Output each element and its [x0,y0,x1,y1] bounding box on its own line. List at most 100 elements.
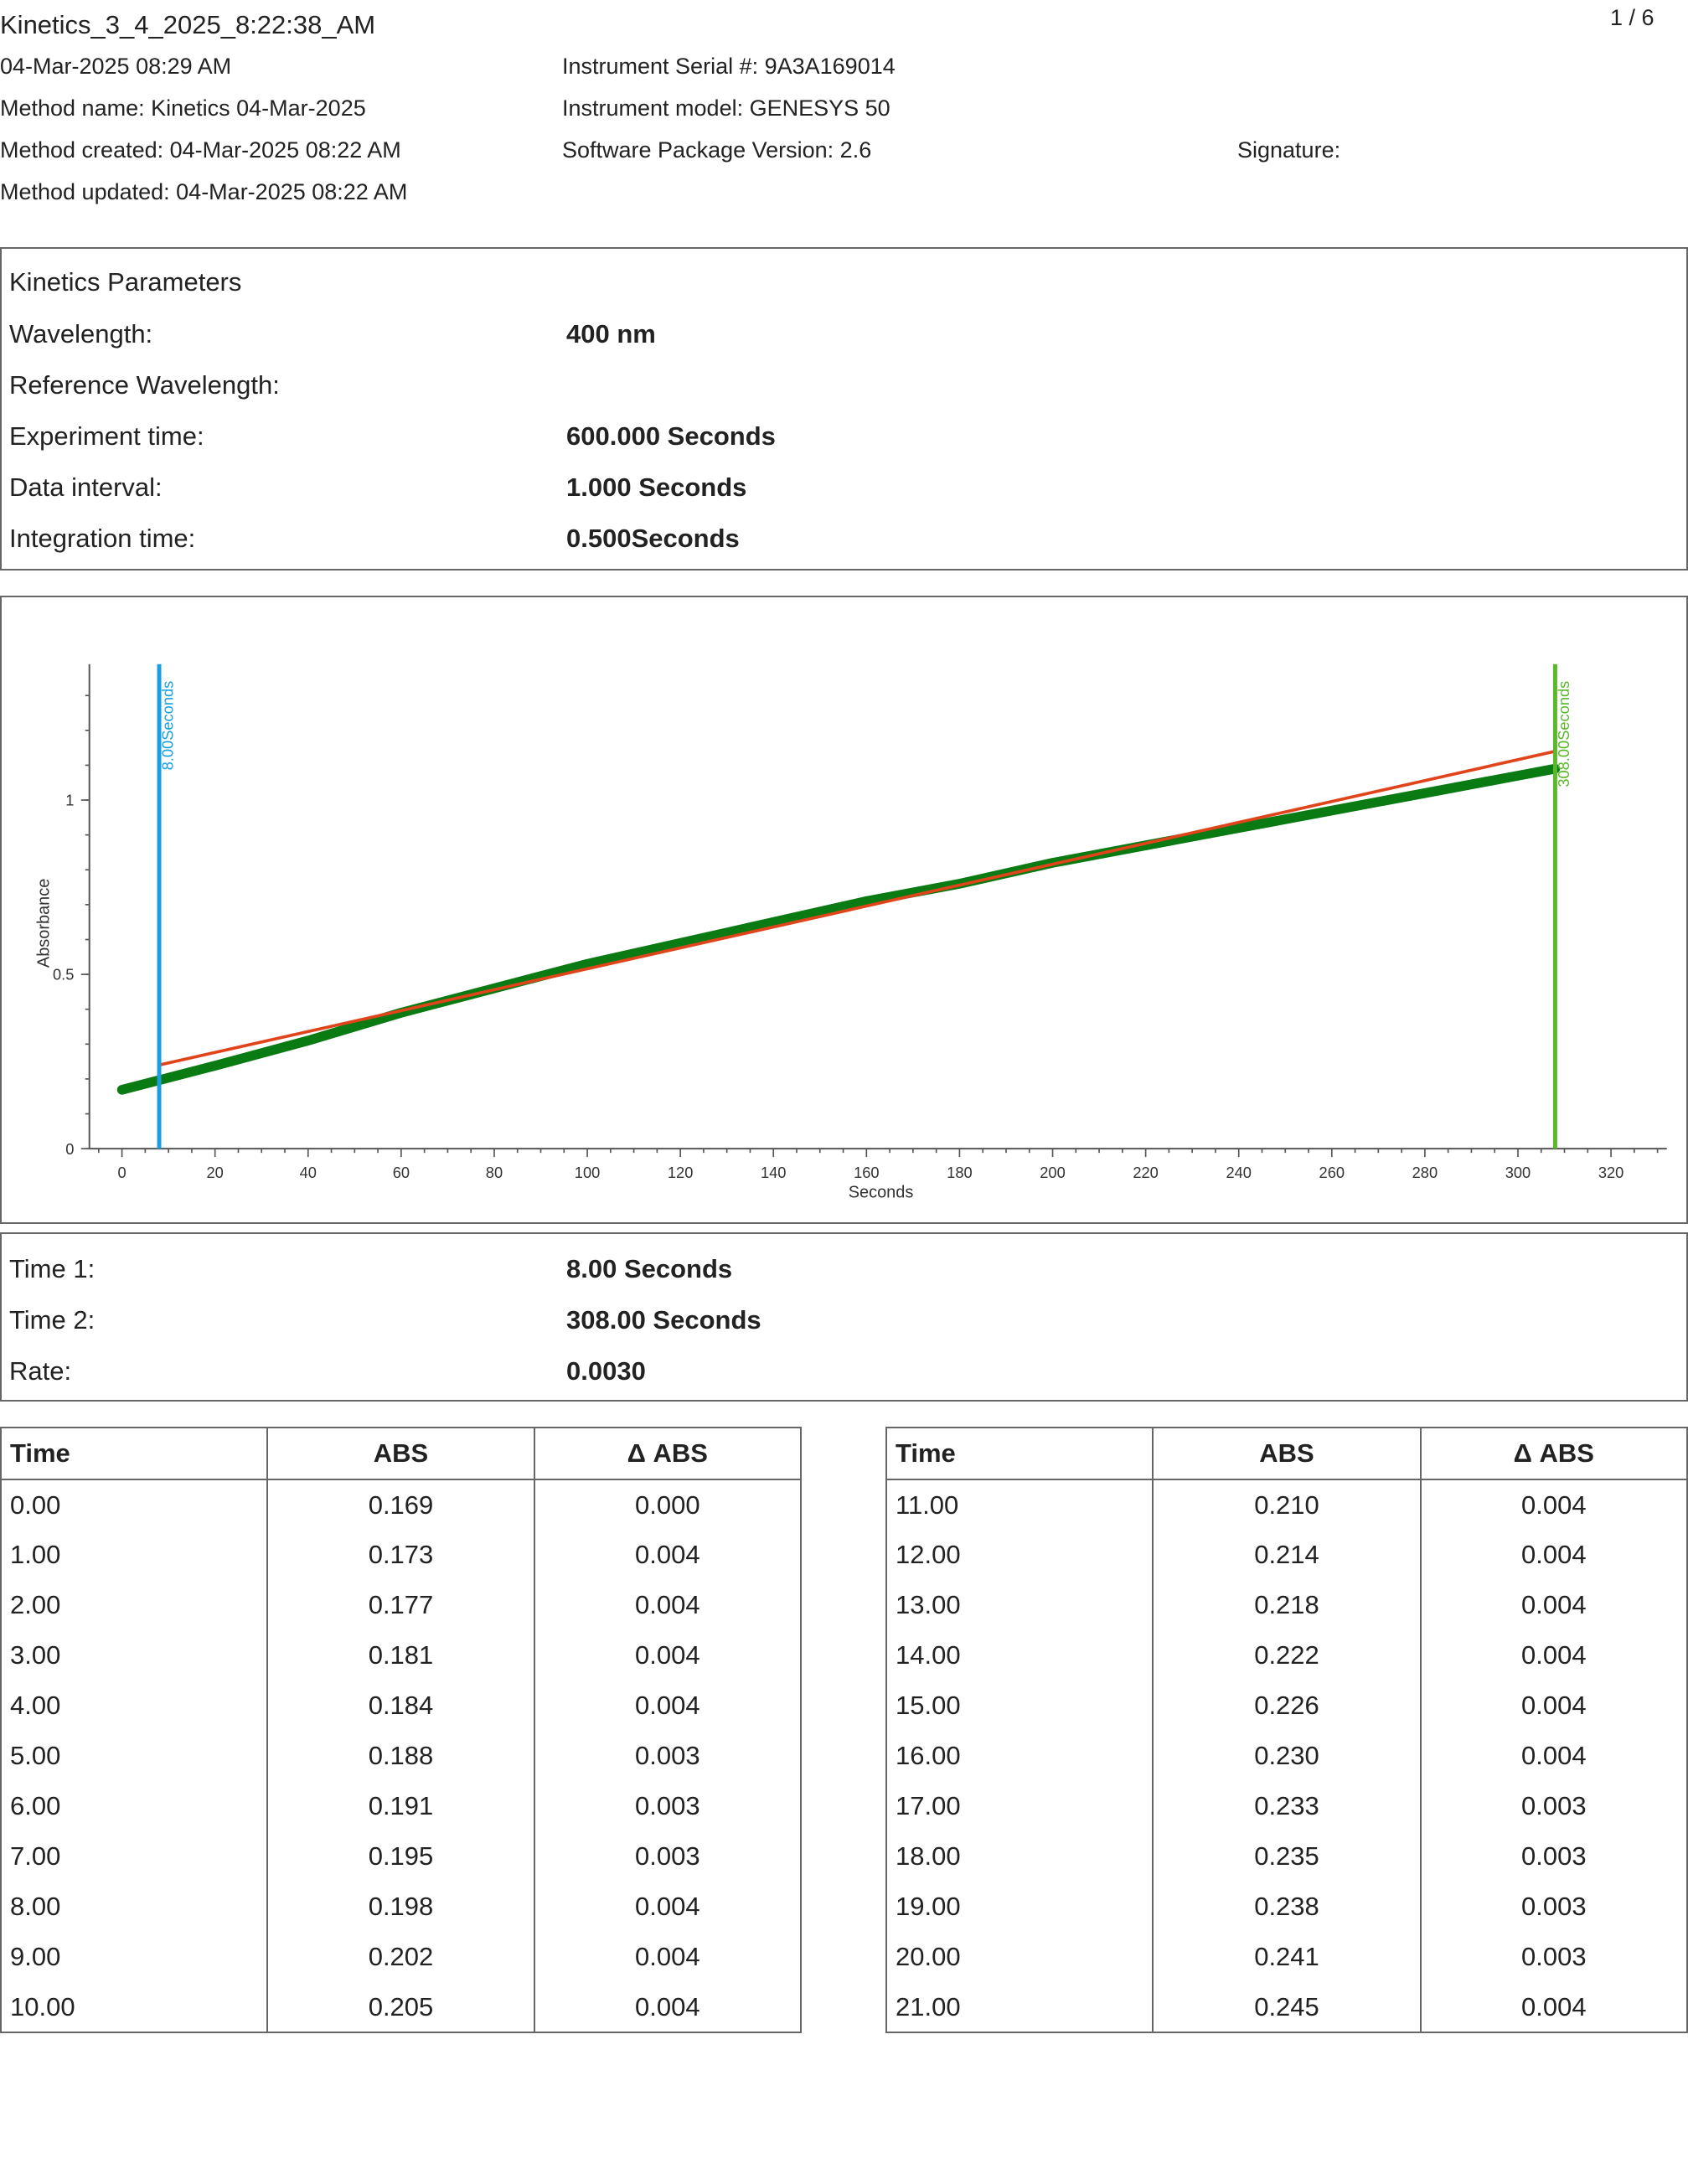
param-value: 0.500Seconds [566,524,740,553]
cell-abs: 0.173 [266,1530,535,1580]
cell-delta-abs: 0.004 [1419,1731,1688,1781]
table-row: 7.00 0.195 0.003 [0,1831,803,1882]
x-tick-label: 120 [668,1164,693,1181]
cell-delta-abs: 0.004 [533,1932,803,1982]
result-label: Time 2: [9,1305,95,1335]
table-row: 9.00 0.202 0.004 [0,1932,803,1982]
cell-delta-abs: 0.003 [1419,1932,1688,1982]
cell-delta-abs: 0.003 [1419,1831,1688,1882]
cell-delta-abs: 0.003 [533,1731,803,1781]
cell-delta-abs: 0.004 [1419,1580,1688,1630]
cell-time: 3.00 [0,1630,269,1681]
cell-time: 10.00 [0,1982,269,2033]
result-value: 0.0030 [566,1356,646,1386]
y-tick-label: 0.5 [53,966,74,984]
cell-abs: 0.210 [1152,1479,1422,1530]
cell-time: 4.00 [0,1681,269,1731]
x-tick-label: 160 [854,1164,879,1181]
cell-delta-abs: 0.004 [533,1882,803,1932]
cell-abs: 0.241 [1152,1932,1422,1982]
cell-abs: 0.222 [1152,1630,1422,1681]
column-header-abs: ABS [266,1427,535,1480]
method-updated: Method updated: 04-Mar-2025 08:22 AM [0,179,408,204]
x-tick-label: 200 [1040,1164,1065,1181]
table-row: 0.00 0.169 0.000 [0,1479,803,1530]
cell-abs: 0.230 [1152,1731,1422,1781]
cell-abs: 0.238 [1152,1882,1422,1932]
table-row: 13.00 0.218 0.004 [885,1580,1688,1630]
cell-delta-abs: 0.004 [533,1982,803,2033]
cell-delta-abs: 0.003 [1419,1882,1688,1932]
kinetics-chart-panel: 0 0.5 1 0 20 40 60 80 100 120 140 160 180 200 220 240 26… [0,596,1688,1224]
cell-delta-abs: 0.004 [533,1580,803,1630]
table-row: 14.00 0.222 0.004 [885,1630,1688,1681]
table-row: 1.00 0.173 0.004 [0,1530,803,1580]
chart-plot-group: 0 0.5 1 0 20 40 60 80 100 120 140 160 180 200 220 240 26… [35,663,1667,1201]
x-tick-label: 220 [1133,1164,1158,1181]
cell-time: 21.00 [885,1982,1154,2033]
param-value: 600.000 Seconds [566,421,776,451]
cell-delta-abs: 0.003 [533,1781,803,1831]
data-table-left: Time ABS Δ ABS 0.00 0.169 0.000 1.00 0.173 0.… [0,1427,803,2033]
table-row: 12.00 0.214 0.004 [885,1530,1688,1580]
cell-time: 13.00 [885,1580,1154,1630]
cell-time: 19.00 [885,1882,1154,1932]
param-label: Wavelength: [9,319,153,349]
x-tick-label: 20 [207,1164,224,1181]
cell-abs: 0.218 [1152,1580,1422,1630]
table-row: 19.00 0.238 0.003 [885,1882,1688,1932]
method-created: Method created: 04-Mar-2025 08:22 AM [0,137,401,163]
y-tick-label: 1 [65,792,74,809]
document-title: Kinetics_3_4_2025_8:22:38_AM [0,10,376,39]
cell-time: 0.00 [0,1479,269,1530]
y-axis-label: Absorbance [35,879,54,968]
table-row: 6.00 0.191 0.003 [0,1781,803,1831]
param-label: Integration time: [9,524,196,553]
y-tick-label: 0 [65,1140,74,1158]
cell-time: 2.00 [0,1580,269,1630]
cell-time: 15.00 [885,1681,1154,1731]
data-series-line [116,763,1561,1095]
x-tick-label: 60 [393,1164,410,1181]
cell-abs: 0.214 [1152,1530,1422,1580]
parameters-title: Kinetics Parameters [9,267,242,297]
cell-abs: 0.226 [1152,1681,1422,1731]
cell-abs: 0.184 [266,1681,535,1731]
cell-abs: 0.198 [266,1882,535,1932]
cell-time: 5.00 [0,1731,269,1781]
cell-delta-abs: 0.004 [533,1530,803,1580]
time2-marker-label: 308.00Seconds [1555,681,1572,787]
result-label: Time 1: [9,1254,95,1283]
kinetics-chart: 0 0.5 1 0 20 40 60 80 100 120 140 160 180 200 220 240 26… [35,663,1667,1201]
data-table-right: Time ABS Δ ABS 11.00 0.210 0.004 12.00 0.214… [885,1427,1688,2033]
cell-delta-abs: 0.004 [1419,1681,1688,1731]
cell-time: 1.00 [0,1530,269,1580]
result-value: 8.00 Seconds [566,1254,733,1283]
kinetics-parameters-panel: Kinetics Parameters Wavelength: 400 nm R… [0,247,1688,571]
x-tick-label: 280 [1412,1164,1438,1181]
cell-abs: 0.202 [266,1932,535,1982]
column-header-time: Time [0,1427,269,1480]
cell-delta-abs: 0.004 [1419,1982,1688,2033]
cell-delta-abs: 0.000 [533,1479,803,1530]
cell-abs: 0.195 [266,1831,535,1882]
cell-abs: 0.205 [266,1982,535,2033]
cell-abs: 0.169 [266,1479,535,1530]
cell-abs: 0.245 [1152,1982,1422,2033]
x-tick-label: 140 [761,1164,786,1181]
param-value: 400 nm [566,319,656,349]
param-label: Data interval: [9,472,163,502]
column-header-abs: ABS [1152,1427,1422,1480]
cell-abs: 0.181 [266,1630,535,1681]
cell-time: 18.00 [885,1831,1154,1882]
cell-time: 12.00 [885,1530,1154,1580]
param-value: 1.000 Seconds [566,472,747,502]
software-version: Software Package Version: 2.6 [562,137,872,163]
column-header-time: Time [885,1427,1154,1480]
x-tick-label: 260 [1319,1164,1345,1181]
table-row: 11.00 0.210 0.004 [885,1479,1688,1530]
report-date: 04-Mar-2025 08:29 AM [0,54,232,79]
cell-delta-abs: 0.004 [1419,1630,1688,1681]
table-row: 21.00 0.245 0.004 [885,1982,1688,2033]
x-axis-label: Seconds [849,1183,914,1201]
